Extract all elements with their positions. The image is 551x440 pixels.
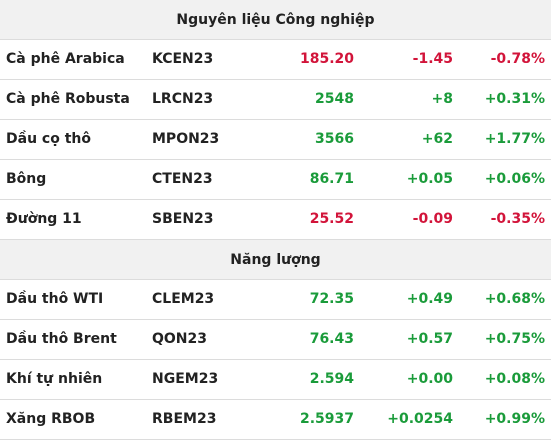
pct-cell: +0.75% (484, 331, 545, 347)
table-row: Dầu thô Brent QON23 76.43 +0.57 +0.75% (0, 320, 551, 360)
table-row: Xăng RBOB RBEM23 2.5937 +0.0254 +0.99% (0, 400, 551, 440)
pct-cell: +0.31% (484, 91, 545, 107)
code-cell: LRCN23 (152, 91, 214, 107)
name-cell: Xăng RBOB (6, 411, 96, 427)
code-cell: QON23 (152, 331, 208, 347)
table-row: Dầu cọ thô MPON23 3566 +62 +1.77% (0, 120, 551, 160)
name-cell: Cà phê Robusta (6, 91, 130, 107)
code-cell: CLEM23 (152, 291, 215, 307)
name-cell: Dầu thô Brent (6, 331, 117, 347)
table-row: Đường 11 SBEN23 25.52 -0.09 -0.35% (0, 200, 551, 240)
code-cell: KCEN23 (152, 51, 214, 67)
name-cell: Dầu cọ thô (6, 131, 91, 147)
price-cell: 86.71 (309, 171, 354, 187)
chg-cell: +0.00 (406, 371, 453, 387)
pct-cell: -0.78% (490, 51, 545, 67)
code-cell: CTEN23 (152, 171, 213, 187)
chg-cell: +62 (421, 131, 453, 147)
price-cell: 25.52 (309, 211, 354, 227)
price-cell: 3566 (315, 131, 354, 147)
chg-cell: -1.45 (412, 51, 453, 67)
pct-cell: +0.99% (484, 411, 545, 427)
chg-cell: -0.09 (412, 211, 453, 227)
name-cell: Dầu thô WTI (6, 291, 104, 307)
chg-cell: +0.57 (406, 331, 453, 347)
code-cell: NGEM23 (152, 371, 219, 387)
price-cell: 76.43 (309, 331, 354, 347)
chg-cell: +0.49 (406, 291, 453, 307)
price-cell: 185.20 (299, 51, 354, 67)
chg-cell: +0.05 (406, 171, 453, 187)
section-header: Năng lượng (0, 240, 551, 280)
table-row: Bông CTEN23 86.71 +0.05 +0.06% (0, 160, 551, 200)
code-cell: MPON23 (152, 131, 220, 147)
chg-cell: +0.0254 (387, 411, 453, 427)
code-cell: RBEM23 (152, 411, 217, 427)
pct-cell: +0.08% (484, 371, 545, 387)
section-header: Nguyên liệu Công nghiệp (0, 0, 551, 40)
table-row: Cà phê Robusta LRCN23 2548 +8 +0.31% (0, 80, 551, 120)
price-cell: 2.5937 (299, 411, 354, 427)
price-cell: 72.35 (309, 291, 354, 307)
table-row: Khí tự nhiên NGEM23 2.594 +0.00 +0.08% (0, 360, 551, 400)
pct-cell: -0.35% (490, 211, 545, 227)
name-cell: Cà phê Arabica (6, 51, 125, 67)
price-cell: 2548 (315, 91, 354, 107)
name-cell: Khí tự nhiên (6, 371, 103, 387)
table-row: Cà phê Arabica KCEN23 185.20 -1.45 -0.78% (0, 40, 551, 80)
pct-cell: +1.77% (484, 131, 545, 147)
chg-cell: +8 (431, 91, 453, 107)
name-cell: Bông (6, 171, 47, 187)
pct-cell: +0.68% (484, 291, 545, 307)
code-cell: SBEN23 (152, 211, 214, 227)
name-cell: Đường 11 (6, 211, 82, 227)
price-cell: 2.594 (309, 371, 354, 387)
pct-cell: +0.06% (484, 171, 545, 187)
table-row: Dầu thô WTI CLEM23 72.35 +0.49 +0.68% (0, 280, 551, 320)
